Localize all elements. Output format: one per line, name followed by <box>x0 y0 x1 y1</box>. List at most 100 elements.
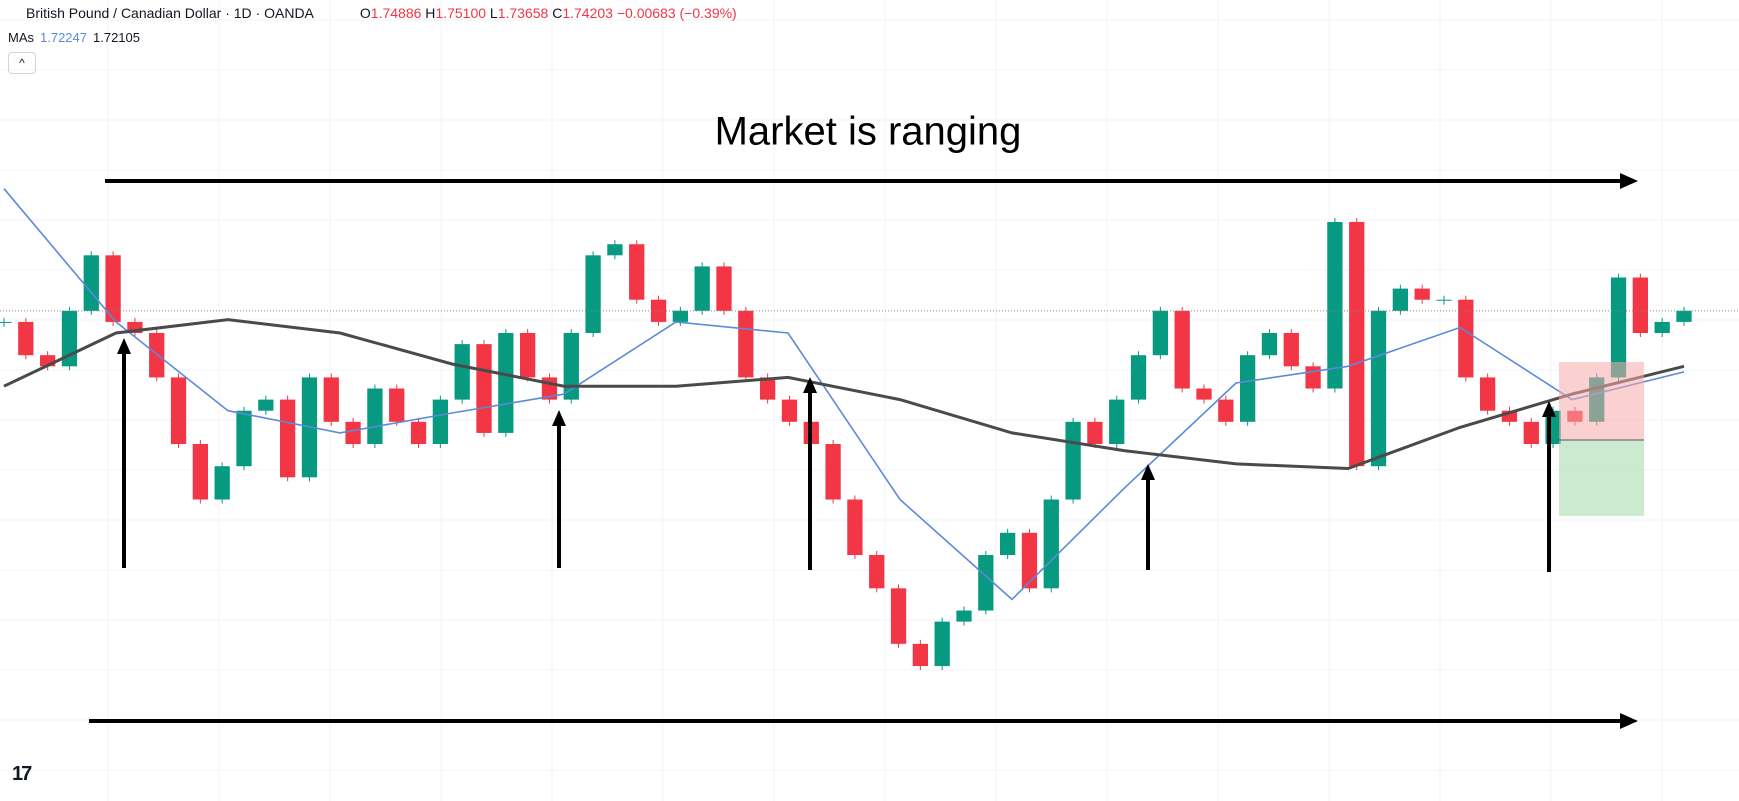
candle-body <box>258 399 274 411</box>
candle-body <box>1174 310 1190 389</box>
candle-body <box>149 333 165 378</box>
candle-body <box>563 333 579 400</box>
candle-body <box>1458 299 1474 378</box>
candle-body <box>432 399 448 445</box>
candle-body <box>934 621 950 667</box>
candle-body <box>323 377 339 422</box>
candle-body <box>912 643 928 667</box>
arrow-head <box>117 338 131 354</box>
arrow-head <box>1542 401 1556 417</box>
stop-zone <box>1559 362 1644 440</box>
symbol: British Pound / Canadian Dollar · 1D · O… <box>26 5 314 21</box>
candle-body <box>1000 532 1016 556</box>
candle-body <box>170 377 187 445</box>
candle-body <box>1392 288 1408 311</box>
candle-body <box>1676 310 1692 322</box>
candle-body <box>214 466 230 500</box>
ohlc-key: H <box>425 5 436 21</box>
logo: 17 <box>12 763 32 785</box>
candle-body <box>978 555 994 611</box>
candle-body <box>738 310 754 378</box>
candle-body <box>1109 399 1125 445</box>
moving-average <box>3 318 1685 471</box>
plot <box>0 188 1739 671</box>
candle-body <box>1370 310 1387 467</box>
candle-body <box>847 499 863 556</box>
candle-body <box>760 377 776 400</box>
candle-body <box>1240 355 1256 422</box>
candle-body <box>825 444 841 500</box>
candle-body <box>650 299 667 322</box>
candle-body <box>40 355 56 367</box>
ohlc-key: O <box>359 5 371 21</box>
candle-body <box>1480 377 1496 411</box>
ohlc-key: C <box>552 5 563 21</box>
candle-body <box>1196 388 1212 400</box>
candle-body <box>236 410 252 467</box>
candle-body <box>18 321 34 356</box>
candle-body <box>520 333 536 378</box>
ohlc-value: 1.74203 <box>562 5 613 21</box>
candle-body <box>1414 288 1430 300</box>
moving-average <box>3 188 1685 601</box>
ma-label: MAs <box>8 30 34 45</box>
candle-body <box>1349 222 1365 467</box>
candle-body <box>1261 333 1278 356</box>
annotations <box>89 173 1638 729</box>
annotation-text: Market is ranging <box>715 110 1022 154</box>
ohlc-value: 1.75100 <box>435 5 487 21</box>
header: British Pound / Canadian Dollar · 1D · O… <box>8 5 737 21</box>
arrow-head <box>803 377 817 393</box>
ma-value: 1.72247 <box>40 30 87 45</box>
candle-body <box>672 310 688 322</box>
candle-body <box>105 255 121 322</box>
candle-body <box>1065 421 1081 500</box>
candle-body <box>367 388 383 445</box>
candle-body <box>629 244 645 300</box>
candle-body <box>890 588 907 644</box>
candle-body <box>607 244 623 256</box>
ohlc-key: L <box>489 5 498 21</box>
ma-value: 1.72105 <box>93 30 140 45</box>
candle-body <box>389 388 405 422</box>
arrow-head <box>1620 713 1638 729</box>
candle-body <box>1021 532 1038 589</box>
candle-body <box>1610 277 1627 378</box>
candle-body <box>410 421 427 445</box>
ma-legend: MAs 1.72247 1.72105 <box>8 30 140 45</box>
candle-body <box>1654 321 1670 334</box>
candle-body <box>1501 410 1518 422</box>
ohlc-value: 1.73658 <box>497 5 549 21</box>
arrow-head <box>1620 173 1638 189</box>
candle-body <box>127 321 143 334</box>
candle-body <box>83 255 99 311</box>
candle-body <box>1632 277 1648 334</box>
candle-body <box>0 321 12 323</box>
candle-body <box>345 421 361 445</box>
candle-body <box>1087 421 1103 445</box>
candle-body <box>956 610 972 622</box>
candle-body <box>1436 299 1452 301</box>
candle-body <box>585 255 601 334</box>
candle-body <box>280 399 296 478</box>
candle-body <box>476 344 492 433</box>
candle-body <box>1523 421 1539 445</box>
candle-body <box>694 266 710 311</box>
candle-body <box>1327 222 1343 389</box>
target-zone <box>1559 440 1644 516</box>
candle-body <box>498 333 514 433</box>
candle-body <box>192 444 208 500</box>
ohlc: O1.74886 H1.75100 L1.73658 C1.74203 −0.0… <box>360 5 737 21</box>
change: −0.00683 (−0.39%) <box>616 5 737 21</box>
arrow-head <box>552 410 566 426</box>
candle-body <box>716 266 732 311</box>
candle-body <box>781 399 798 422</box>
candle-body <box>454 344 470 400</box>
candle-body <box>1130 355 1147 400</box>
collapse-button[interactable]: ^ <box>8 52 36 74</box>
candle-body <box>1152 310 1168 356</box>
candle-body <box>1218 399 1234 422</box>
